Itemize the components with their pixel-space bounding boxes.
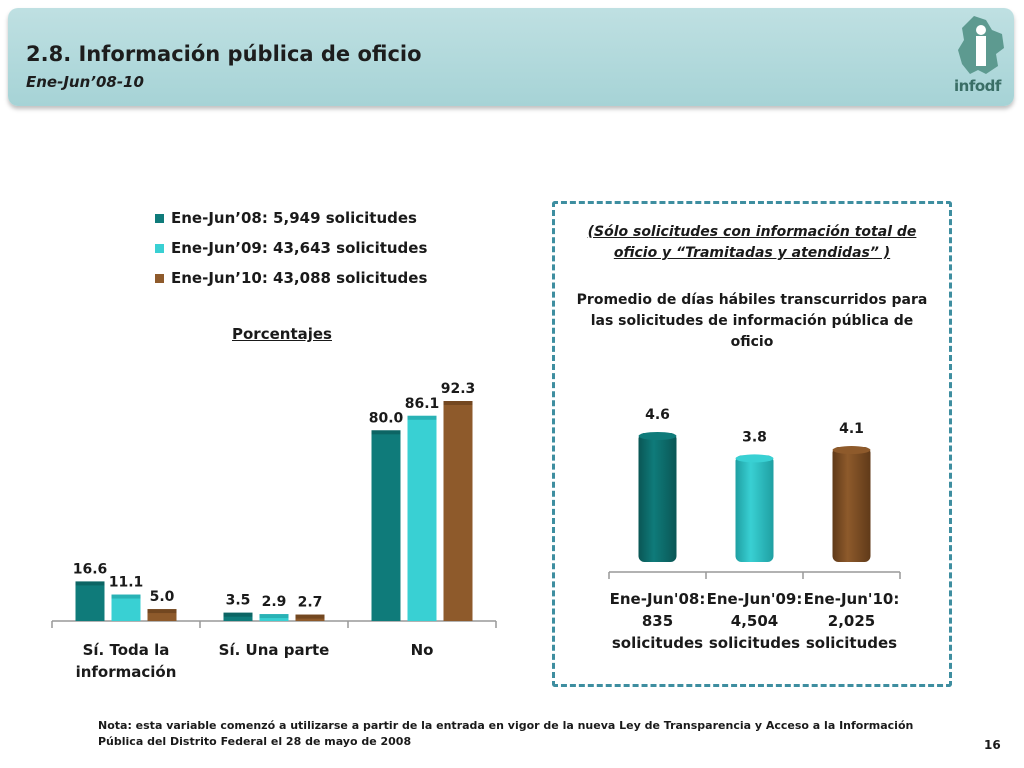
data-label: 92.3: [441, 381, 476, 397]
data-label: 3.5: [226, 593, 251, 609]
data-label: 5.0: [150, 589, 175, 605]
legend-swatch: [155, 274, 164, 283]
bar-top-edge: [223, 612, 253, 617]
bar-top-edge: [111, 594, 141, 599]
bar-top-edge: [259, 614, 289, 619]
bar: [735, 455, 774, 562]
bar: [111, 594, 141, 621]
title-banner: 2.8. Información pública de oficio Ene-J…: [8, 8, 1014, 106]
panel-title: Promedio de días hábiles transcurridos p…: [576, 292, 928, 350]
category-label: No: [411, 641, 434, 659]
chart-legend: Ene-Jun’08: 5,949 solicitudes Ene-Jun’09…: [155, 205, 427, 295]
category-label: información: [76, 663, 177, 681]
page-number: 16: [984, 738, 1001, 752]
category-label: Ene-Jun'08:: [610, 590, 706, 608]
category-label: 4,504: [731, 612, 778, 630]
chart-units-label: Porcentajes: [232, 325, 332, 343]
legend-label: Ene-Jun’10: 43,088 solicitudes: [171, 269, 428, 287]
bar-cap: [638, 432, 677, 440]
bar-top-edge: [147, 609, 177, 614]
category-label: solicitudes: [709, 634, 800, 652]
page-subtitle: Ene-Jun’08-10: [26, 73, 144, 91]
bar-cap: [735, 454, 774, 463]
category-label: solicitudes: [612, 634, 703, 652]
bar: [223, 612, 253, 621]
bar: [638, 433, 677, 562]
infodf-logo: infodf: [952, 14, 1012, 104]
bar-top-edge: [407, 415, 437, 420]
data-label: 2.9: [262, 594, 287, 610]
data-label: 16.6: [73, 561, 108, 577]
bar: [371, 430, 401, 621]
legend-swatch: [155, 244, 164, 253]
bar-top-edge: [443, 401, 473, 405]
legend-item-2010: Ene-Jun’10: 43,088 solicitudes: [155, 265, 427, 295]
data-label: 86.1: [405, 396, 440, 412]
category-label: solicitudes: [806, 634, 897, 652]
map-icon: [958, 16, 1004, 74]
bar: [832, 447, 871, 562]
data-label: 3.8: [742, 429, 767, 445]
legend-item-2008: Ene-Jun’08: 5,949 solicitudes: [155, 205, 427, 235]
bar: [75, 581, 105, 621]
data-label: 11.1: [109, 575, 144, 591]
bar: [147, 609, 177, 621]
category-label: Ene-Jun'10:: [804, 590, 900, 608]
legend-item-2009: Ene-Jun’09: 43,643 solicitudes: [155, 235, 427, 265]
logo-wordmark: infodf: [954, 77, 1001, 95]
bar-cap: [832, 446, 871, 455]
data-label: 4.1: [839, 421, 864, 437]
panel-note: (Sólo solicitudes con información total …: [587, 224, 917, 261]
bar-top-edge: [371, 430, 401, 435]
bar-top-edge: [295, 614, 325, 619]
days-panel: [552, 201, 952, 687]
category-label: 835: [642, 612, 673, 630]
data-label: 2.7: [298, 595, 323, 611]
legend-label: Ene-Jun’08: 5,949 solicitudes: [171, 209, 417, 227]
data-label: 80.0: [369, 410, 404, 426]
legend-swatch: [155, 214, 164, 223]
category-label: Sí. Toda la: [83, 641, 170, 659]
footnote: Nota: esta variable comenzó a utilizarse…: [98, 719, 914, 748]
bar-top-edge: [75, 581, 105, 586]
bar: [443, 401, 473, 621]
data-label: 4.6: [645, 407, 670, 423]
category-label: Ene-Jun'09:: [707, 590, 803, 608]
category-label: 2,025: [828, 612, 875, 630]
page-title: 2.8. Información pública de oficio: [26, 42, 422, 66]
category-label: Sí. Una parte: [219, 641, 330, 659]
legend-label: Ene-Jun’09: 43,643 solicitudes: [171, 239, 428, 257]
bar: [407, 415, 437, 621]
